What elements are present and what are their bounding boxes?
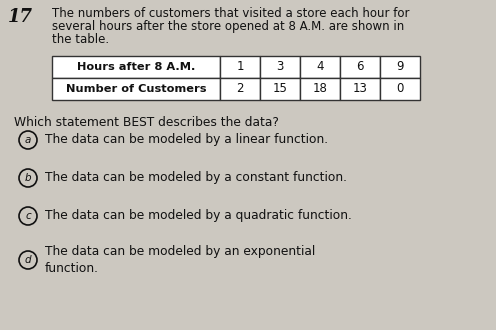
- Bar: [380, 56, 420, 78]
- Text: the table.: the table.: [52, 33, 109, 46]
- Bar: [380, 78, 420, 100]
- Bar: [220, 78, 260, 100]
- Text: several hours after the store opened at 8 A.M. are shown in: several hours after the store opened at …: [52, 20, 404, 33]
- Bar: [300, 78, 340, 100]
- Text: Hours after 8 A.M.: Hours after 8 A.M.: [77, 62, 195, 72]
- Text: 17: 17: [8, 8, 33, 26]
- Bar: [340, 78, 380, 100]
- Text: 3: 3: [276, 60, 284, 74]
- Text: 1: 1: [236, 60, 244, 74]
- Text: Number of Customers: Number of Customers: [66, 84, 206, 94]
- Text: 2: 2: [236, 82, 244, 95]
- Text: The numbers of customers that visited a store each hour for: The numbers of customers that visited a …: [52, 7, 410, 20]
- Text: The data can be modeled by a constant function.: The data can be modeled by a constant fu…: [45, 172, 347, 184]
- Bar: [260, 78, 300, 100]
- Text: c: c: [25, 211, 31, 221]
- Bar: [260, 56, 300, 78]
- Text: Which statement BEST describes the data?: Which statement BEST describes the data?: [14, 116, 279, 129]
- Text: The data can be modeled by an exponential
function.: The data can be modeled by an exponentia…: [45, 245, 315, 275]
- Text: 6: 6: [356, 60, 364, 74]
- Text: The data can be modeled by a quadratic function.: The data can be modeled by a quadratic f…: [45, 210, 352, 222]
- Text: d: d: [25, 255, 31, 265]
- Text: 13: 13: [353, 82, 368, 95]
- Text: 9: 9: [396, 60, 404, 74]
- Text: The data can be modeled by a linear function.: The data can be modeled by a linear func…: [45, 134, 328, 147]
- Text: a: a: [25, 135, 31, 145]
- Text: 15: 15: [273, 82, 288, 95]
- Bar: [220, 56, 260, 78]
- Bar: [52, 78, 220, 100]
- Bar: [300, 56, 340, 78]
- Text: 18: 18: [312, 82, 327, 95]
- Text: 4: 4: [316, 60, 324, 74]
- Bar: [52, 56, 220, 78]
- Text: 0: 0: [396, 82, 404, 95]
- Bar: [340, 56, 380, 78]
- Text: b: b: [25, 173, 31, 183]
